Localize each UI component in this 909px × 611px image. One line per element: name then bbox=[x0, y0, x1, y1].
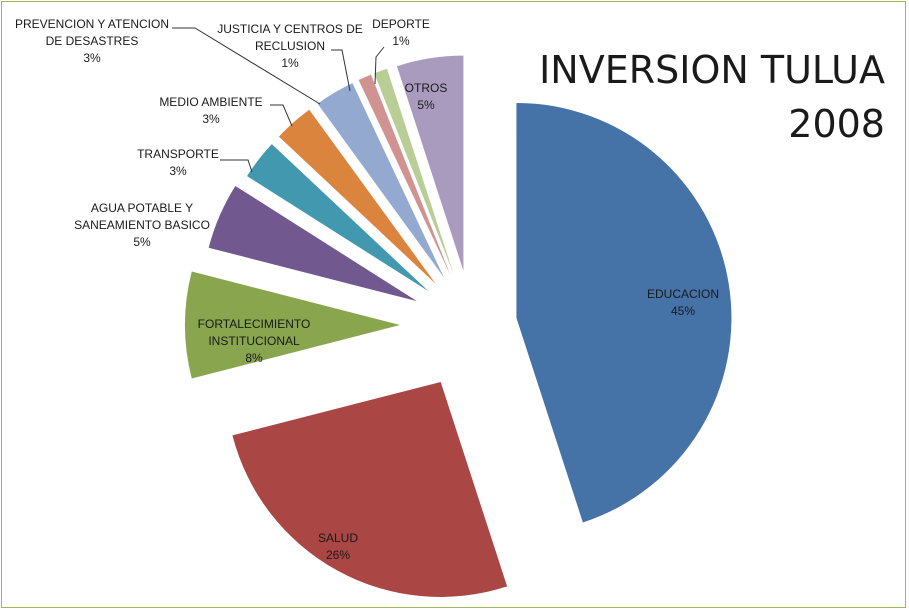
pie-slice-fortalecimiento-institucional bbox=[185, 271, 400, 379]
leader-line-medio-ambiente bbox=[270, 104, 293, 127]
pie-slice-justicia-y-centros-de-reclusion bbox=[358, 74, 451, 275]
chart-title-line-2: 2008 bbox=[788, 102, 885, 146]
slice-label-transporte: TRANSPORTE 3% bbox=[137, 147, 219, 178]
slice-label-fortalecimiento-institucional: FORTALECIMIENTO INSTITUCIONAL 8% bbox=[198, 317, 311, 365]
pie-slice-prevencion-y-atencion-de-desastres bbox=[317, 83, 445, 278]
slice-label-otros: OTROS 5% bbox=[405, 81, 448, 112]
pie-slice-deporte bbox=[374, 68, 454, 274]
leader-line-prevencion-y-atencion-de-desastres bbox=[172, 27, 321, 105]
leader-line-transporte bbox=[220, 159, 253, 173]
pie-slice-transporte bbox=[247, 144, 429, 292]
slice-label-deporte: DEPORTE 1% bbox=[372, 17, 430, 48]
pie-slices bbox=[185, 55, 732, 597]
leader-line-justicia-y-centros-de-reclusion bbox=[331, 49, 351, 92]
pie-slice-salud bbox=[232, 381, 508, 597]
slice-label-prevencion-y-atencion-de-desastres: PREVENCION Y ATENCION DE DESASTRES 3% bbox=[15, 17, 169, 65]
pie-slice-agua-potable-y-saneamiento-basico bbox=[208, 185, 417, 302]
pie-slice-educacion bbox=[516, 102, 732, 523]
slice-label-salud: SALUD 26% bbox=[318, 531, 358, 562]
slice-label-educacion: EDUCACION 45% bbox=[647, 287, 719, 318]
slice-label-medio-ambiente: MEDIO AMBIENTE 3% bbox=[159, 95, 262, 126]
leader-line-deporte bbox=[374, 46, 385, 85]
leader-lines bbox=[172, 27, 385, 173]
chart-title-line-1: INVERSION TULUA bbox=[539, 48, 885, 92]
pie-slice-medio-ambiente bbox=[278, 109, 436, 284]
slice-label-justicia-y-centros-de-reclusion: JUSTICIA Y CENTROS DE RECLUSION 1% bbox=[217, 22, 363, 70]
slice-label-agua-potable-y-saneamiento-basico: AGUA POTABLE Y SANEAMIENTO BASICO 5% bbox=[74, 201, 210, 249]
slice-labels: EDUCACION 45% SALUD 26% FORTALECIMIENTO INSTI… bbox=[15, 17, 719, 562]
pie-slice-otros bbox=[396, 55, 464, 271]
